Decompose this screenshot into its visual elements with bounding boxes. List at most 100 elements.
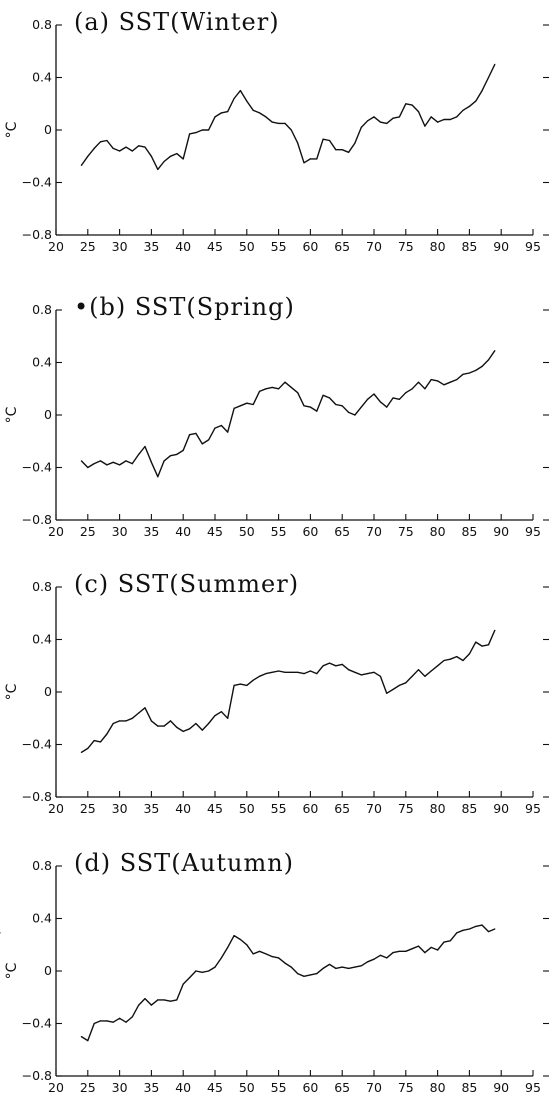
data-point <box>278 388 279 389</box>
x-tick-label: 95 <box>525 524 541 539</box>
x-tick-label: 85 <box>461 801 477 816</box>
data-point <box>189 434 190 435</box>
y-tick-label: −0.4 <box>22 737 52 752</box>
data-point <box>450 940 451 941</box>
data-point <box>373 672 374 673</box>
data-point <box>348 412 349 413</box>
data-point <box>272 122 273 123</box>
data-point <box>132 1016 133 1017</box>
data-point <box>81 1036 82 1037</box>
data-point <box>81 165 82 166</box>
data-point <box>138 712 139 713</box>
x-tick-label: 90 <box>493 239 509 254</box>
x-tick-label: 70 <box>366 801 382 816</box>
data-point <box>303 162 304 163</box>
x-tick-label: 40 <box>175 801 191 816</box>
x-tick-label: 65 <box>334 1080 350 1095</box>
data-point <box>100 460 101 461</box>
data-point <box>373 116 374 117</box>
data-point <box>253 110 254 111</box>
data-point <box>393 397 394 398</box>
data-point <box>380 676 381 677</box>
data-point <box>246 685 247 686</box>
data-point <box>176 999 177 1000</box>
x-tick-label: 80 <box>430 524 446 539</box>
data-point <box>278 670 279 671</box>
data-point <box>386 123 387 124</box>
x-tick-label: 55 <box>271 524 287 539</box>
panel-3: (c) SST(Summer) °C −0.8 −0.4 0 0.4 0.8 20 25 30 35… <box>4 570 549 816</box>
data-point <box>94 148 95 149</box>
data-point <box>424 388 425 389</box>
data-point <box>227 432 228 433</box>
data-point <box>494 350 495 351</box>
panel-4: (d) SST(Autumn)°C−0.8−0.400.40.820 25 30 35… <box>0 849 549 1095</box>
data-point <box>113 723 114 724</box>
panel-title: (a) SST(Winter) <box>74 8 280 36</box>
series-line <box>81 351 494 477</box>
data-point <box>157 169 158 170</box>
data-point <box>316 158 317 159</box>
data-point <box>164 161 165 162</box>
data-point <box>189 133 190 134</box>
x-tick-label: 75 <box>398 801 414 816</box>
data-point <box>380 401 381 402</box>
data-point <box>94 463 95 464</box>
data-point <box>227 718 228 719</box>
data-point <box>361 407 362 408</box>
y-tick-label: 0.4 <box>32 632 52 647</box>
data-point <box>494 630 495 631</box>
y-tick-label: 0.4 <box>32 70 52 85</box>
data-point <box>456 656 457 657</box>
y-tick-label: 0.8 <box>32 17 52 32</box>
data-point <box>361 127 362 128</box>
y-axis-label: °C <box>4 962 20 979</box>
data-point <box>335 665 336 666</box>
data-point <box>132 718 133 719</box>
data-point <box>144 998 145 999</box>
data-point <box>380 122 381 123</box>
data-point <box>462 660 463 661</box>
x-tick-label: 35 <box>143 239 159 254</box>
data-point <box>329 397 330 398</box>
x-tick-label: 80 <box>430 1080 446 1095</box>
x-tick-label: 65 <box>334 524 350 539</box>
data-point <box>202 443 203 444</box>
data-point <box>208 439 209 440</box>
data-point <box>195 132 196 133</box>
data-point <box>431 670 432 671</box>
data-point <box>431 116 432 117</box>
x-tick-label: 80 <box>430 239 446 254</box>
data-point <box>303 673 304 674</box>
data-point <box>157 476 158 477</box>
y-tick-label: 0 <box>44 122 52 137</box>
data-point <box>214 428 215 429</box>
data-point <box>456 116 457 117</box>
data-point <box>424 952 425 953</box>
data-point <box>424 676 425 677</box>
data-point <box>456 379 457 380</box>
x-tick-label: 50 <box>239 524 255 539</box>
data-point <box>259 676 260 677</box>
y-tick-label: −0.4 <box>22 460 52 475</box>
data-point <box>246 944 247 945</box>
data-point <box>412 676 413 677</box>
data-point <box>265 953 266 954</box>
data-point <box>399 685 400 686</box>
y-tick-label: 0.8 <box>32 579 52 594</box>
x-tick-label: 85 <box>461 239 477 254</box>
y-tick-label: 0.8 <box>32 302 52 317</box>
x-tick-label: 40 <box>175 1080 191 1095</box>
data-point <box>284 123 285 124</box>
data-point <box>335 149 336 150</box>
x-tick-label: 20 <box>48 524 64 539</box>
x-tick-label: 75 <box>398 239 414 254</box>
data-point <box>316 411 317 412</box>
data-point <box>443 660 444 661</box>
data-point <box>113 148 114 149</box>
data-point <box>100 1020 101 1021</box>
data-point <box>469 372 470 373</box>
y-tick-label: −0.4 <box>22 175 52 190</box>
data-point <box>125 1022 126 1023</box>
data-point <box>348 152 349 153</box>
